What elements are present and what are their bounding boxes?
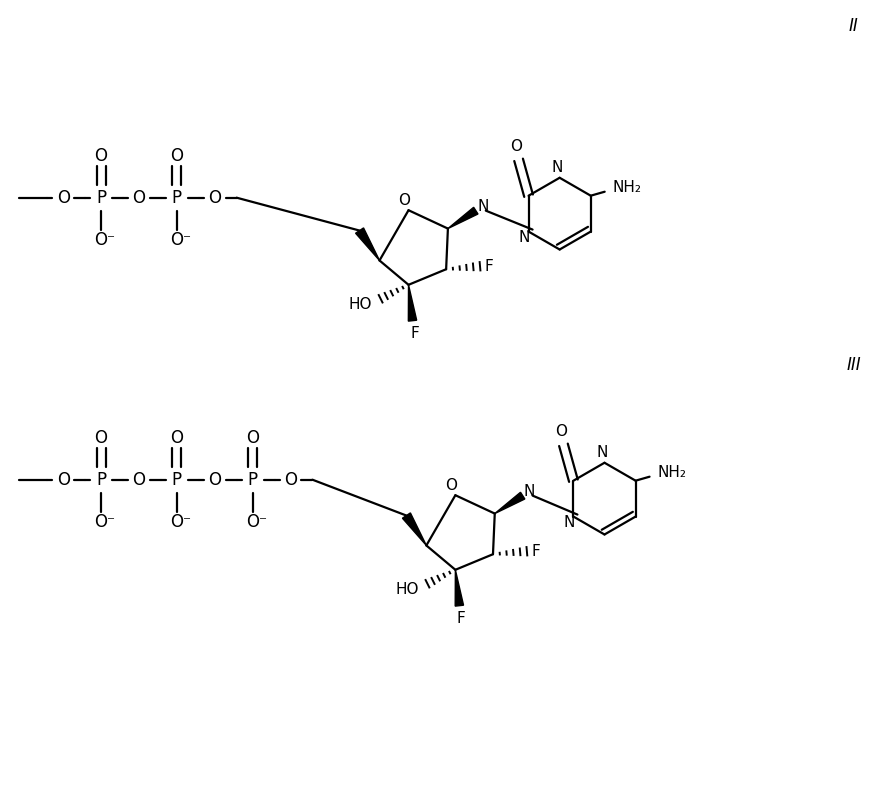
Polygon shape — [402, 513, 426, 546]
Text: O: O — [171, 231, 183, 249]
Text: II: II — [849, 17, 858, 35]
Text: O: O — [95, 513, 107, 531]
Text: F: F — [485, 259, 493, 274]
Text: O: O — [56, 471, 70, 489]
Text: O: O — [284, 471, 297, 489]
Text: N: N — [564, 515, 575, 530]
Text: N: N — [597, 445, 608, 460]
Text: O: O — [132, 471, 146, 489]
Text: ⁻: ⁻ — [182, 514, 190, 529]
Text: N: N — [519, 230, 530, 245]
Text: O: O — [171, 513, 183, 531]
Polygon shape — [494, 492, 525, 513]
Text: O: O — [95, 231, 107, 249]
Text: P: P — [172, 471, 181, 489]
Text: O: O — [171, 147, 183, 165]
Text: O: O — [208, 471, 221, 489]
Text: O: O — [246, 429, 259, 447]
Polygon shape — [356, 228, 379, 261]
Text: HO: HO — [349, 298, 373, 312]
Text: O: O — [56, 188, 70, 206]
Text: O: O — [95, 429, 107, 447]
Polygon shape — [448, 207, 478, 228]
Text: O: O — [399, 193, 410, 208]
Text: O: O — [555, 425, 568, 440]
Text: NH₂: NH₂ — [612, 181, 642, 195]
Text: NH₂: NH₂ — [657, 466, 687, 480]
Text: HO: HO — [396, 582, 419, 597]
Text: O: O — [208, 188, 221, 206]
Text: P: P — [172, 188, 181, 206]
Text: O: O — [132, 188, 146, 206]
Text: N: N — [552, 160, 563, 175]
Text: O: O — [445, 478, 458, 493]
Text: N: N — [477, 199, 488, 214]
Text: III: III — [847, 356, 861, 374]
Text: O: O — [510, 140, 523, 155]
Text: P: P — [96, 471, 106, 489]
Text: O: O — [246, 513, 259, 531]
Polygon shape — [455, 570, 463, 606]
Text: O: O — [95, 147, 107, 165]
Text: P: P — [248, 471, 257, 489]
Polygon shape — [409, 285, 417, 321]
Text: ⁻: ⁻ — [258, 514, 266, 529]
Text: ⁻: ⁻ — [107, 514, 115, 529]
Text: ⁻: ⁻ — [107, 232, 115, 247]
Text: O: O — [171, 429, 183, 447]
Text: F: F — [410, 326, 419, 341]
Text: F: F — [531, 544, 540, 559]
Text: F: F — [457, 611, 466, 626]
Text: P: P — [96, 188, 106, 206]
Text: ⁻: ⁻ — [182, 232, 190, 247]
Text: N: N — [524, 484, 536, 499]
